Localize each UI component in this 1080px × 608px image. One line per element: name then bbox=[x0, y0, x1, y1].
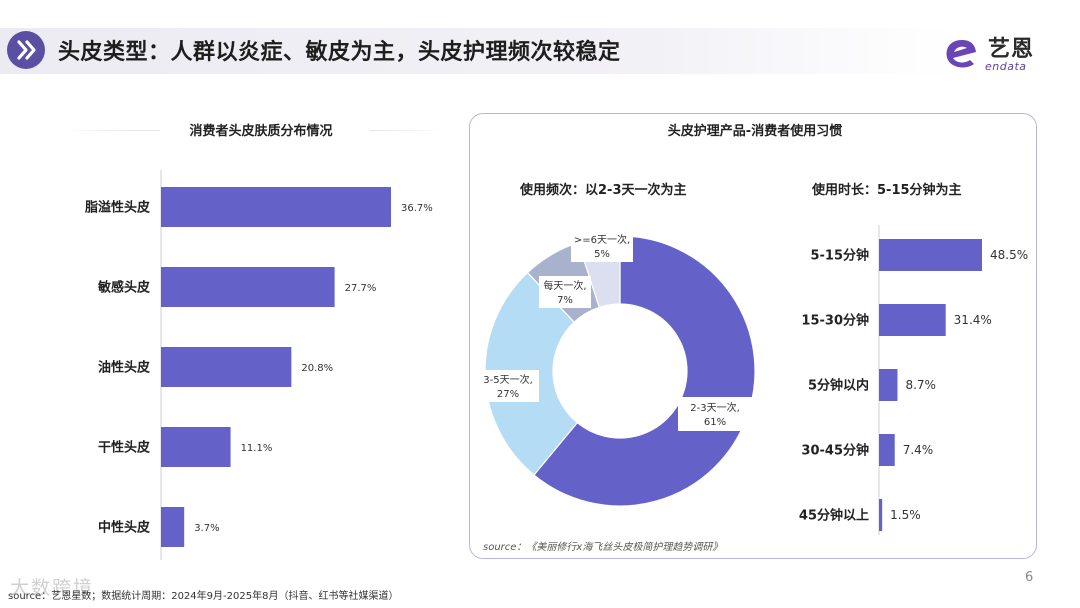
skin-type-category-label: 油性头皮 bbox=[98, 360, 150, 376]
left-title-rule-gap bbox=[160, 125, 370, 137]
slice-label-percent: 7% bbox=[557, 295, 573, 306]
skin-type-value-label: 27.7% bbox=[345, 283, 377, 294]
duration-category-label: 5分钟以内 bbox=[808, 378, 869, 394]
chevron-double-right-icon bbox=[7, 31, 45, 69]
duration-value-label: 7.4% bbox=[903, 443, 934, 457]
duration-bar bbox=[879, 304, 946, 336]
skin-type-bar bbox=[161, 267, 335, 307]
slice-label-box bbox=[571, 230, 633, 262]
duration-bar-chart: 5-15分钟 48.5% 15-30分钟 31.4% 5分钟以内 8.7% 30-45分钟 7… bbox=[799, 225, 1028, 535]
duration-value-label: 31.4% bbox=[954, 313, 992, 327]
endata-logo bbox=[946, 40, 976, 68]
right-panel-source: source：《美丽修行x海飞丝头皮极简护理趋势调研》 bbox=[483, 542, 723, 553]
skin-type-bar-chart: 脂溢性头皮 36.7% 敏感头皮 27.7% 油性头皮 20.8% 干性头皮 11.1% 中性头… bbox=[84, 170, 433, 560]
left-chart-title: 消费者头皮肤质分布情况 bbox=[189, 124, 333, 139]
page-number: 6 bbox=[1025, 570, 1034, 585]
skin-type-category-label: 干性头皮 bbox=[98, 440, 150, 456]
duration-value-label: 48.5% bbox=[990, 248, 1028, 262]
frequency-chart-title: 使用频次：以2-3天一次为主 bbox=[520, 183, 687, 198]
slice-label-percent: 27% bbox=[497, 389, 519, 400]
duration-value-label: 8.7% bbox=[905, 378, 936, 392]
frequency-slice bbox=[533, 235, 756, 507]
duration-category-label: 15-30分钟 bbox=[801, 313, 869, 329]
skin-type-bar bbox=[161, 427, 231, 467]
skin-type-value-label: 20.8% bbox=[301, 363, 333, 374]
skin-type-value-label: 3.7% bbox=[194, 523, 219, 534]
duration-bar bbox=[879, 239, 982, 271]
duration-category-label: 45分钟以上 bbox=[799, 508, 869, 524]
slice-label-name: >=6天一次, bbox=[574, 233, 630, 246]
duration-bar bbox=[879, 499, 883, 531]
duration-bar bbox=[879, 434, 895, 466]
right-panel-title: 头皮护理产品-消费者使用习惯 bbox=[667, 124, 843, 139]
slice-label-name: 2-3天一次, bbox=[690, 401, 740, 414]
skin-type-bar bbox=[161, 187, 391, 227]
watermark: 大数跨境 bbox=[10, 577, 95, 599]
slice-label-name: 每天一次, bbox=[543, 279, 586, 292]
frequency-slice-label: 2-3天一次, 61% bbox=[678, 397, 752, 431]
slice-label-box bbox=[678, 397, 752, 431]
skin-type-bar bbox=[161, 507, 185, 547]
skin-type-category-label: 脂溢性头皮 bbox=[84, 200, 150, 216]
slice-label-name: 3-5天一次, bbox=[483, 373, 533, 386]
frequency-slice-label: >=6天一次, 5% bbox=[571, 230, 633, 262]
duration-category-label: 30-45分钟 bbox=[801, 443, 869, 459]
frequency-slice-label: 3-5天一次, 27% bbox=[477, 370, 539, 402]
title-band bbox=[0, 28, 1080, 74]
skin-type-value-label: 36.7% bbox=[401, 203, 433, 214]
page-title: 头皮类型：人群以炎症、敏皮为主，头皮护理频次较稳定 bbox=[58, 40, 621, 65]
duration-category-label: 5-15分钟 bbox=[810, 248, 869, 264]
skin-type-category-label: 中性头皮 bbox=[98, 520, 150, 536]
skin-type-bar bbox=[161, 347, 292, 387]
slice-label-percent: 5% bbox=[594, 249, 610, 260]
duration-value-label: 1.5% bbox=[890, 508, 921, 522]
duration-bar bbox=[879, 369, 898, 401]
duration-chart-title: 使用时长：5-15分钟为主 bbox=[812, 183, 962, 198]
frequency-slice-label: 每天一次, 7% bbox=[539, 276, 591, 308]
slice-label-percent: 61% bbox=[704, 417, 726, 428]
logo-text-en: endata bbox=[985, 60, 1027, 73]
logo-text-cn: 艺恩 bbox=[988, 37, 1035, 62]
footer-source: source：艺恩星数；数据统计周期：2024年9月-2025年8月（抖音、红书… bbox=[8, 591, 399, 602]
frequency-donut-chart: 2-3天一次, 61% 3-5天一次, 27% 每天一次, 7% >=6天一次, 5% bbox=[477, 230, 756, 507]
slice-label-box bbox=[539, 276, 591, 308]
skin-type-value-label: 11.1% bbox=[241, 443, 273, 454]
slice-label-box bbox=[477, 370, 539, 402]
skin-type-category-label: 敏感头皮 bbox=[97, 280, 150, 296]
